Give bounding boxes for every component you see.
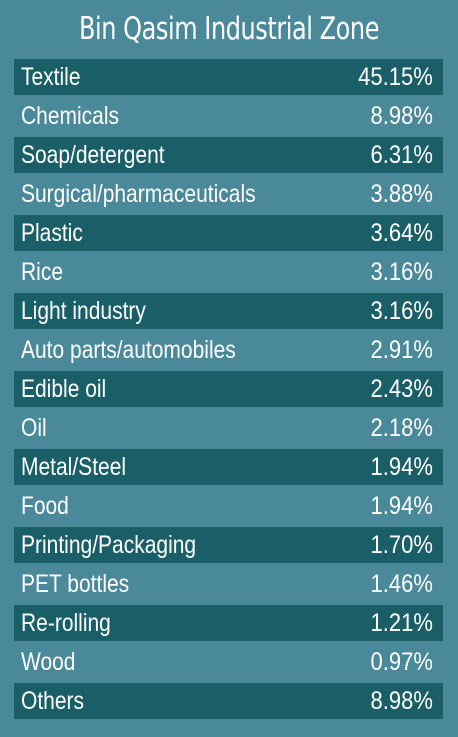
industry-share-table: Textile 45.15% Chemicals 8.98% Soap/detergen… xyxy=(14,59,443,722)
row-label: Food xyxy=(21,492,69,520)
row-label: Oil xyxy=(21,414,47,442)
row-label: Auto parts/automobiles xyxy=(21,336,236,364)
row-label: Re-rolling xyxy=(21,609,111,637)
row-value: 8.98% xyxy=(370,102,433,130)
row-label: Light industry xyxy=(21,297,146,325)
table-row: Wood 0.97% xyxy=(14,644,443,680)
row-value: 3.64% xyxy=(370,219,433,247)
row-value: 45.15% xyxy=(358,63,433,91)
table-row: Light industry 3.16% xyxy=(14,293,443,329)
table-row: Re-rolling 1.21% xyxy=(14,605,443,641)
row-value: 1.70% xyxy=(370,531,433,559)
row-label: PET bottles xyxy=(21,570,130,598)
row-value: 0.97% xyxy=(370,648,433,676)
row-label: Rice xyxy=(21,258,64,286)
table-row: Metal/Steel 1.94% xyxy=(14,449,443,485)
table-row: Oil 2.18% xyxy=(14,410,443,446)
table-row: Others 8.98% xyxy=(14,683,443,719)
row-label: Chemicals xyxy=(21,102,120,130)
table-row: Surgical/pharmaceuticals 3.88% xyxy=(14,176,443,212)
row-label: Soap/detergent xyxy=(21,141,165,169)
row-value: 1.46% xyxy=(370,570,433,598)
table-row: Plastic 3.64% xyxy=(14,215,443,251)
table-row: Textile 45.15% xyxy=(14,59,443,95)
row-value: 6.31% xyxy=(370,141,433,169)
row-value: 2.43% xyxy=(370,375,433,403)
table-row: Printing/Packaging 1.70% xyxy=(14,527,443,563)
table-row: Edible oil 2.43% xyxy=(14,371,443,407)
row-value: 2.18% xyxy=(370,414,433,442)
row-label: Wood xyxy=(21,648,76,676)
row-value: 1.94% xyxy=(370,492,433,520)
table-row: Auto parts/automobiles 2.91% xyxy=(14,332,443,368)
row-value: 1.94% xyxy=(370,453,433,481)
table-row: Soap/detergent 6.31% xyxy=(14,137,443,173)
row-label: Textile xyxy=(21,63,81,91)
row-value: 3.16% xyxy=(370,258,433,286)
table-row: PET bottles 1.46% xyxy=(14,566,443,602)
row-value: 3.88% xyxy=(370,180,433,208)
row-label: Metal/Steel xyxy=(21,453,127,481)
row-value: 2.91% xyxy=(370,336,433,364)
table-row: Food 1.94% xyxy=(14,488,443,524)
chart-title: Bin Qasim Industrial Zone xyxy=(78,11,380,47)
row-label: Surgical/pharmaceuticals xyxy=(21,180,256,208)
table-row: Rice 3.16% xyxy=(14,254,443,290)
row-value: 3.16% xyxy=(370,297,433,325)
row-value: 8.98% xyxy=(370,687,433,715)
row-label: Plastic xyxy=(21,219,83,247)
table-row: Chemicals 8.98% xyxy=(14,98,443,134)
row-label: Edible oil xyxy=(21,375,107,403)
row-label: Printing/Packaging xyxy=(21,531,197,559)
row-value: 1.21% xyxy=(370,609,433,637)
row-label: Others xyxy=(21,687,85,715)
